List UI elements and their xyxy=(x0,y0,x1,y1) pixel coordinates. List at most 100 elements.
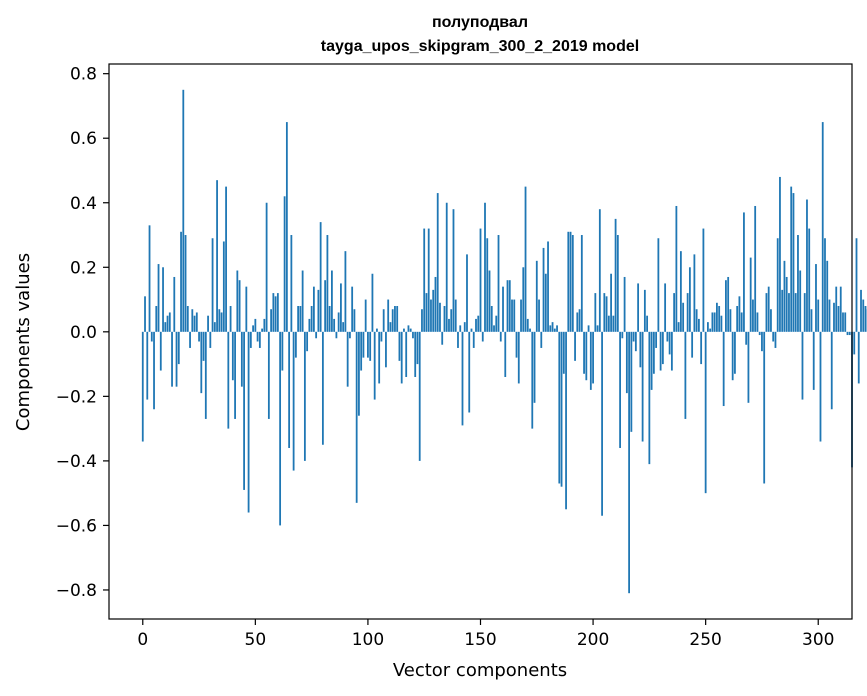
bar-252 xyxy=(709,328,712,332)
bar-212 xyxy=(619,331,621,448)
bar-80 xyxy=(321,331,324,445)
bar-219 xyxy=(634,331,637,352)
bar-103 xyxy=(373,331,376,400)
bar-52 xyxy=(258,331,261,348)
bar-318 xyxy=(857,331,860,384)
bar-60 xyxy=(276,293,279,332)
bar-198 xyxy=(587,325,590,332)
bar-213 xyxy=(621,331,624,339)
bar-206 xyxy=(605,296,608,332)
bar-263 xyxy=(734,331,736,374)
bar-175 xyxy=(535,260,538,332)
bar-276 xyxy=(763,331,766,484)
bar-171 xyxy=(526,318,529,332)
y-tick-label: 0.4 xyxy=(70,194,97,214)
bar-240 xyxy=(682,302,685,332)
bar-285 xyxy=(783,260,786,332)
bar-115 xyxy=(400,331,403,384)
bar-111 xyxy=(391,309,394,332)
bar-27 xyxy=(202,331,205,361)
bar-164 xyxy=(511,299,513,332)
bar-178 xyxy=(542,247,545,332)
y-axis-label: Components values xyxy=(13,253,34,431)
bar-238 xyxy=(677,322,680,332)
bar-68 xyxy=(294,331,297,358)
bar-24 xyxy=(195,312,198,332)
bar-170 xyxy=(524,186,527,332)
bar-305 xyxy=(828,299,831,332)
bar-153 xyxy=(486,238,489,332)
bar-239 xyxy=(679,251,682,332)
bar-142 xyxy=(461,331,464,426)
bar-131 xyxy=(436,193,439,332)
bar-243 xyxy=(688,267,691,332)
bar-82 xyxy=(326,235,329,332)
bar-94 xyxy=(353,309,356,332)
bar-90 xyxy=(344,251,347,332)
bar-132 xyxy=(439,302,441,332)
bar-44 xyxy=(240,331,243,387)
bar-98 xyxy=(362,331,365,358)
bar-31 xyxy=(211,238,214,332)
bar-177 xyxy=(540,331,543,348)
bar-204 xyxy=(601,331,603,516)
bar-33 xyxy=(216,180,218,332)
bar-45 xyxy=(243,331,245,490)
bar-224 xyxy=(646,315,649,332)
bar-215 xyxy=(625,331,628,394)
y-tick-label: −0.2 xyxy=(56,387,97,407)
bar-313 xyxy=(846,331,849,336)
bar-34 xyxy=(218,309,221,332)
x-tick-label: 150 xyxy=(464,630,496,650)
bar-74 xyxy=(308,318,311,332)
bar-202 xyxy=(596,325,599,332)
bar-38 xyxy=(227,331,230,429)
bar-106 xyxy=(380,331,383,342)
bar-64 xyxy=(285,122,288,332)
bar-299 xyxy=(815,264,817,332)
bar-96 xyxy=(358,331,360,416)
bar-55 xyxy=(265,202,268,332)
bar-1 xyxy=(144,296,146,332)
x-tick-label: 200 xyxy=(577,630,609,650)
bar-248 xyxy=(700,331,703,365)
bar-197 xyxy=(585,331,588,381)
bar-97 xyxy=(360,331,363,371)
bar-81 xyxy=(324,280,327,332)
bar-11 xyxy=(166,315,169,332)
bar-211 xyxy=(616,235,619,332)
bar-189 xyxy=(567,231,570,332)
bar-184 xyxy=(556,325,558,332)
bar-128 xyxy=(430,299,432,332)
bar-23 xyxy=(193,315,196,332)
bar-152 xyxy=(484,202,486,332)
bar-51 xyxy=(256,331,259,342)
bar-165 xyxy=(513,299,516,332)
bar-100 xyxy=(367,331,369,358)
bar-92 xyxy=(349,331,351,339)
bar-255 xyxy=(716,302,718,332)
bar-104 xyxy=(376,328,378,332)
bar-284 xyxy=(781,289,784,332)
bar-17 xyxy=(180,231,182,332)
bar-151 xyxy=(481,331,484,342)
bar-301 xyxy=(819,331,822,442)
bar-320 xyxy=(862,299,865,332)
bar-37 xyxy=(225,186,227,332)
y-tick-label: −0.4 xyxy=(56,452,97,472)
bar-308 xyxy=(835,286,838,332)
bar-195 xyxy=(580,235,583,332)
bar-54 xyxy=(263,318,266,332)
bar-50 xyxy=(254,318,257,332)
bar-86 xyxy=(335,331,338,339)
y-axis: −0.8 −0.6 −0.4 −0.2 0.0 0.2 0.4 0.6 0.8 xyxy=(56,65,109,601)
bar-67 xyxy=(292,331,295,471)
bar-12 xyxy=(168,312,171,332)
bar-235 xyxy=(670,331,673,371)
y-tick-label: 0.6 xyxy=(70,129,97,149)
bar-307 xyxy=(833,302,835,332)
bar-303 xyxy=(824,238,826,332)
bar-309 xyxy=(837,306,840,332)
bar-117 xyxy=(405,331,408,377)
bar-312 xyxy=(844,312,847,332)
